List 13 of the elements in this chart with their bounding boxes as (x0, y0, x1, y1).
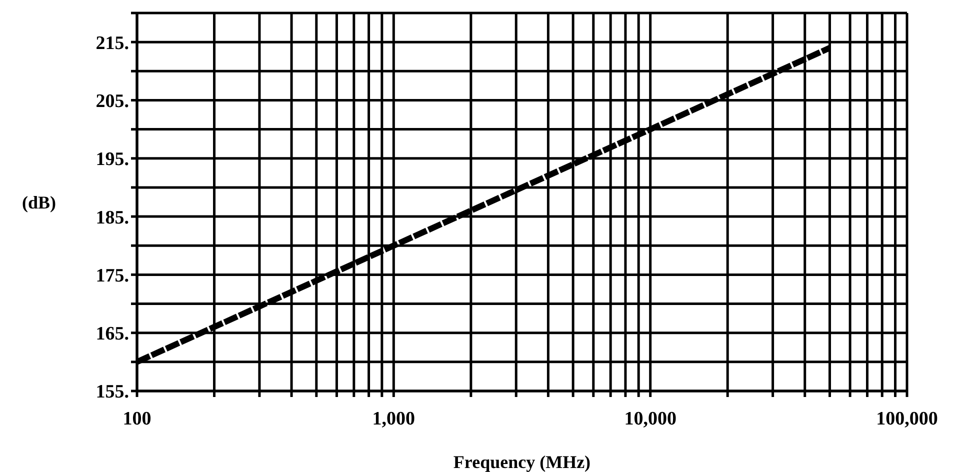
y-tick-label: 205. (96, 90, 129, 112)
y-tick-label: 185. (96, 207, 129, 228)
y-axis-title: (dB) (22, 192, 56, 212)
y-tick-label: 155. (96, 382, 129, 403)
y-tick-label: 195. (96, 149, 129, 170)
x-tick-label: 100,000 (876, 408, 938, 430)
y-tick-label: 165. (96, 324, 129, 345)
y-tick-label: 175. (96, 265, 129, 286)
y-tick-label: 215. (96, 32, 129, 54)
x-tick-label: 100 (122, 408, 152, 430)
x-tick-label: 1,000 (372, 408, 416, 430)
x-tick-label: 10,000 (624, 408, 676, 430)
x-axis-title: Frequency (MHz) (453, 452, 591, 472)
